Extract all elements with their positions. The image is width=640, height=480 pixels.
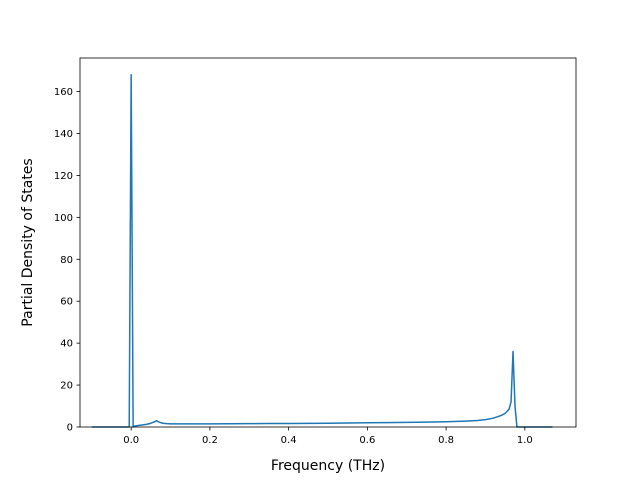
- x-tick-label: 0.2: [202, 435, 218, 446]
- y-tick-label: 80: [60, 255, 73, 266]
- y-tick-label: 140: [54, 129, 73, 140]
- x-tick-label: 0.8: [438, 435, 454, 446]
- y-tick-label: 40: [60, 339, 73, 350]
- x-tick-label: 0.4: [281, 435, 297, 446]
- x-axis-title: Frequency (THz): [271, 458, 385, 474]
- y-tick-label: 160: [54, 87, 73, 98]
- y-axis: 0 20 40 60 80 100 120 140 160: [54, 87, 80, 434]
- y-tick-label: 120: [54, 171, 73, 182]
- x-tick-label: 0.0: [123, 435, 139, 446]
- y-tick-label: 20: [60, 381, 73, 392]
- y-tick-label: 100: [54, 213, 73, 224]
- plot-frame: [79, 57, 577, 428]
- x-axis: 0.0 0.2 0.4 0.6 0.8 1.0: [123, 427, 533, 446]
- y-tick-label: 0: [67, 423, 73, 434]
- x-tick-label: 1.0: [517, 435, 533, 446]
- x-tick-label: 0.6: [359, 435, 375, 446]
- series-layer: [91, 74, 553, 428]
- y-tick-label: 60: [60, 297, 73, 308]
- series-line-0: [91, 74, 553, 428]
- y-axis-title: Partial Density of States: [20, 158, 36, 326]
